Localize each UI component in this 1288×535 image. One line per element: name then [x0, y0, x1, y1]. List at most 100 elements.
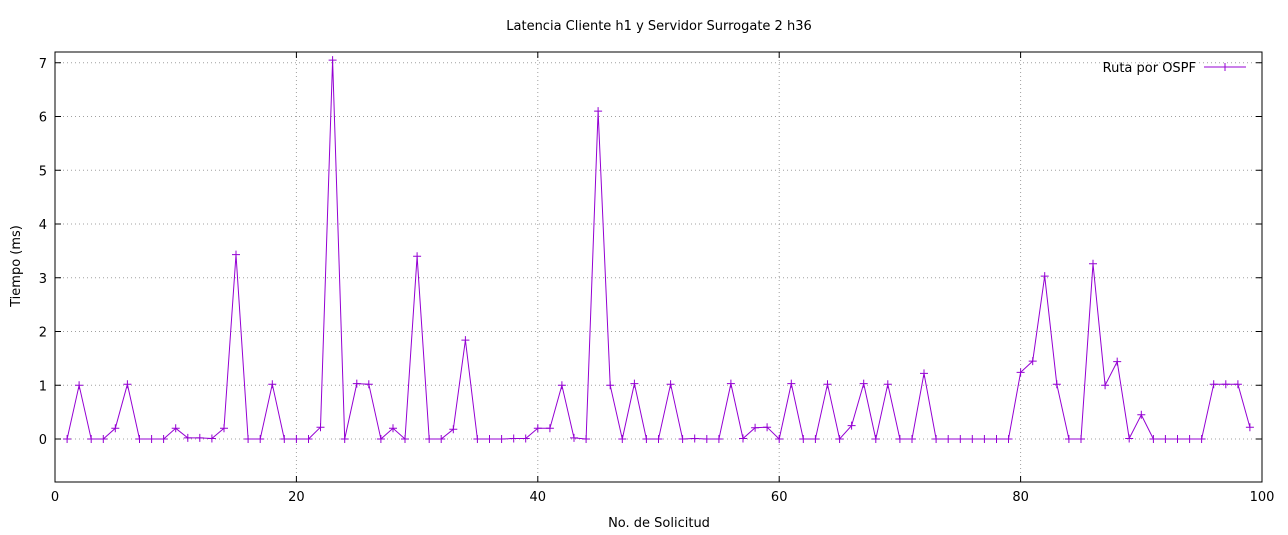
- data-point-marker: [268, 380, 277, 389]
- data-point-marker: [533, 424, 542, 433]
- data-point-marker: [425, 435, 434, 443]
- data-point-marker: [207, 434, 216, 443]
- data-point-marker: [992, 435, 1001, 443]
- data-point-marker: [763, 423, 772, 432]
- data-point-marker: [1233, 380, 1242, 389]
- data-point-marker: [485, 435, 494, 443]
- data-point-marker: [256, 435, 265, 443]
- x-tick-label: 60: [771, 490, 788, 505]
- data-point-marker: [304, 435, 313, 443]
- data-point-marker: [811, 435, 820, 443]
- data-point-marker: [352, 379, 361, 388]
- data-point-marker: [702, 435, 711, 443]
- data-point-marker: [159, 435, 168, 443]
- data-point-marker: [340, 435, 349, 443]
- data-point-marker: [473, 435, 482, 443]
- data-point-marker: [1016, 368, 1025, 377]
- data-point-marker: [932, 435, 941, 443]
- data-point-marker: [714, 435, 723, 443]
- data-point-marker: [389, 424, 397, 433]
- data-point-marker: [509, 434, 518, 443]
- data-point-marker: [1089, 259, 1097, 268]
- data-point-marker: [401, 435, 409, 443]
- data-point-marker: [1040, 272, 1049, 281]
- data-point-marker: [1173, 435, 1182, 443]
- data-point-marker: [123, 380, 132, 389]
- y-axis-label: Tiempo (ms): [9, 225, 24, 308]
- data-point-marker: [739, 434, 747, 443]
- data-point-marker: [606, 381, 615, 390]
- data-point-marker: [642, 435, 651, 443]
- y-tick-label: 1: [39, 379, 47, 394]
- data-point-marker: [171, 424, 180, 433]
- data-point-marker: [871, 435, 880, 443]
- data-point-marker: [618, 435, 627, 443]
- data-point-marker: [678, 435, 687, 443]
- data-point-marker: [292, 435, 301, 443]
- data-point-marker: [1004, 435, 1013, 443]
- x-tick-label: 0: [51, 490, 59, 505]
- data-point-marker: [968, 435, 977, 443]
- x-tick-label: 40: [530, 490, 547, 505]
- data-point-marker: [570, 433, 578, 442]
- data-point-marker: [594, 107, 603, 116]
- y-axis-tick-labels: 0 1 2 3 4 5 6 7: [39, 57, 47, 448]
- data-point-marker: [63, 435, 72, 443]
- data-point-marker: [980, 435, 989, 443]
- data-point-marker: [1113, 357, 1122, 366]
- data-point-marker: [328, 56, 337, 65]
- data-point-marker: [920, 369, 928, 378]
- data-point-marker: [1137, 410, 1146, 419]
- data-point-marker: [1125, 434, 1134, 443]
- data-point-marker: [1221, 380, 1230, 389]
- legend-label: Ruta por OSPF: [1103, 61, 1196, 76]
- data-point-marker: [690, 434, 699, 443]
- legend-marker: [1221, 63, 1229, 71]
- data-point-marker: [449, 425, 458, 434]
- data-point-marker: [1028, 357, 1037, 366]
- data-point-marker: [461, 336, 470, 345]
- data-point-marker: [835, 435, 844, 443]
- axis-ticks: [54, 52, 1263, 482]
- x-tick-label: 80: [1012, 490, 1029, 505]
- y-tick-label: 2: [39, 326, 47, 341]
- data-point-marker: [847, 421, 856, 430]
- data-point-marker: [823, 380, 832, 389]
- data-point-marker: [908, 435, 916, 443]
- data-point-marker: [413, 252, 422, 261]
- data-point-marker: [1064, 435, 1073, 443]
- data-point-marker: [1161, 435, 1170, 443]
- data-point-marker: [364, 380, 373, 389]
- data-point-marker: [111, 424, 120, 433]
- data-point-marker: [787, 379, 796, 388]
- data-point-marker: [726, 379, 735, 388]
- x-tick-label: 100: [1250, 490, 1275, 505]
- data-point-marker: [883, 380, 892, 389]
- data-point-marker: [183, 433, 192, 442]
- chart-title: Latencia Cliente h1 y Servidor Surrogate…: [506, 19, 811, 34]
- data-point-marker: [195, 433, 204, 442]
- data-point-marker: [1185, 435, 1194, 443]
- y-tick-label: 6: [39, 111, 47, 126]
- x-axis-label: No. de Solicitud: [608, 516, 710, 531]
- data-point-marker: [1101, 381, 1110, 390]
- data-point-marker: [859, 379, 868, 388]
- data-point-marker: [654, 435, 663, 443]
- data-point-marker: [956, 435, 965, 443]
- data-point-marker: [775, 435, 784, 443]
- y-tick-label: 0: [39, 433, 47, 448]
- data-point-marker: [944, 435, 953, 443]
- y-tick-label: 4: [39, 218, 47, 233]
- data-point-marker: [75, 381, 84, 390]
- data-point-marker: [521, 434, 530, 443]
- series-line: [66, 60, 1251, 441]
- plot-frame: [54, 51, 1263, 483]
- data-point-marker: [1052, 380, 1061, 389]
- data-point-marker: [751, 423, 760, 432]
- data-point-marker: [244, 435, 253, 443]
- legend: Ruta por OSPF: [1103, 61, 1246, 76]
- data-point-marker: [135, 435, 144, 443]
- data-point-marker: [557, 381, 566, 390]
- data-point-marker: [545, 424, 554, 433]
